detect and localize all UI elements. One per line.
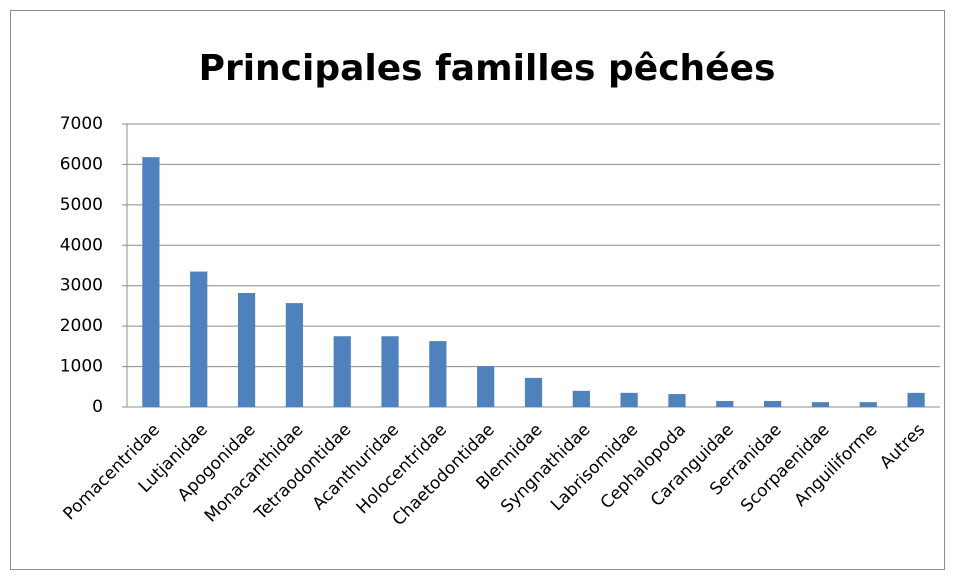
chart-title: Principales familles pêchées	[199, 48, 776, 89]
bar	[285, 303, 303, 407]
y-tick-label: 7000	[60, 114, 103, 134]
bar	[333, 336, 351, 407]
bar	[716, 400, 734, 407]
bar	[764, 400, 782, 407]
bar	[572, 390, 590, 407]
y-tick-label: 4000	[60, 235, 103, 255]
bar	[907, 392, 925, 407]
bar	[237, 292, 256, 407]
y-tick-label: 6000	[60, 154, 103, 174]
bar	[429, 341, 447, 407]
bar	[381, 336, 399, 407]
bar	[142, 157, 160, 407]
bar	[620, 392, 638, 407]
bar	[859, 402, 877, 407]
y-tick-label: 3000	[60, 276, 103, 296]
bar	[668, 394, 686, 407]
chart-frame	[10, 10, 945, 570]
y-tick-label: 0	[92, 397, 103, 417]
y-tick-label: 2000	[60, 316, 103, 336]
bar	[190, 271, 208, 407]
y-tick-label: 5000	[60, 195, 103, 215]
bar	[811, 402, 830, 407]
bar	[524, 377, 543, 407]
bar	[477, 366, 495, 407]
y-tick-label: 1000	[60, 357, 103, 377]
